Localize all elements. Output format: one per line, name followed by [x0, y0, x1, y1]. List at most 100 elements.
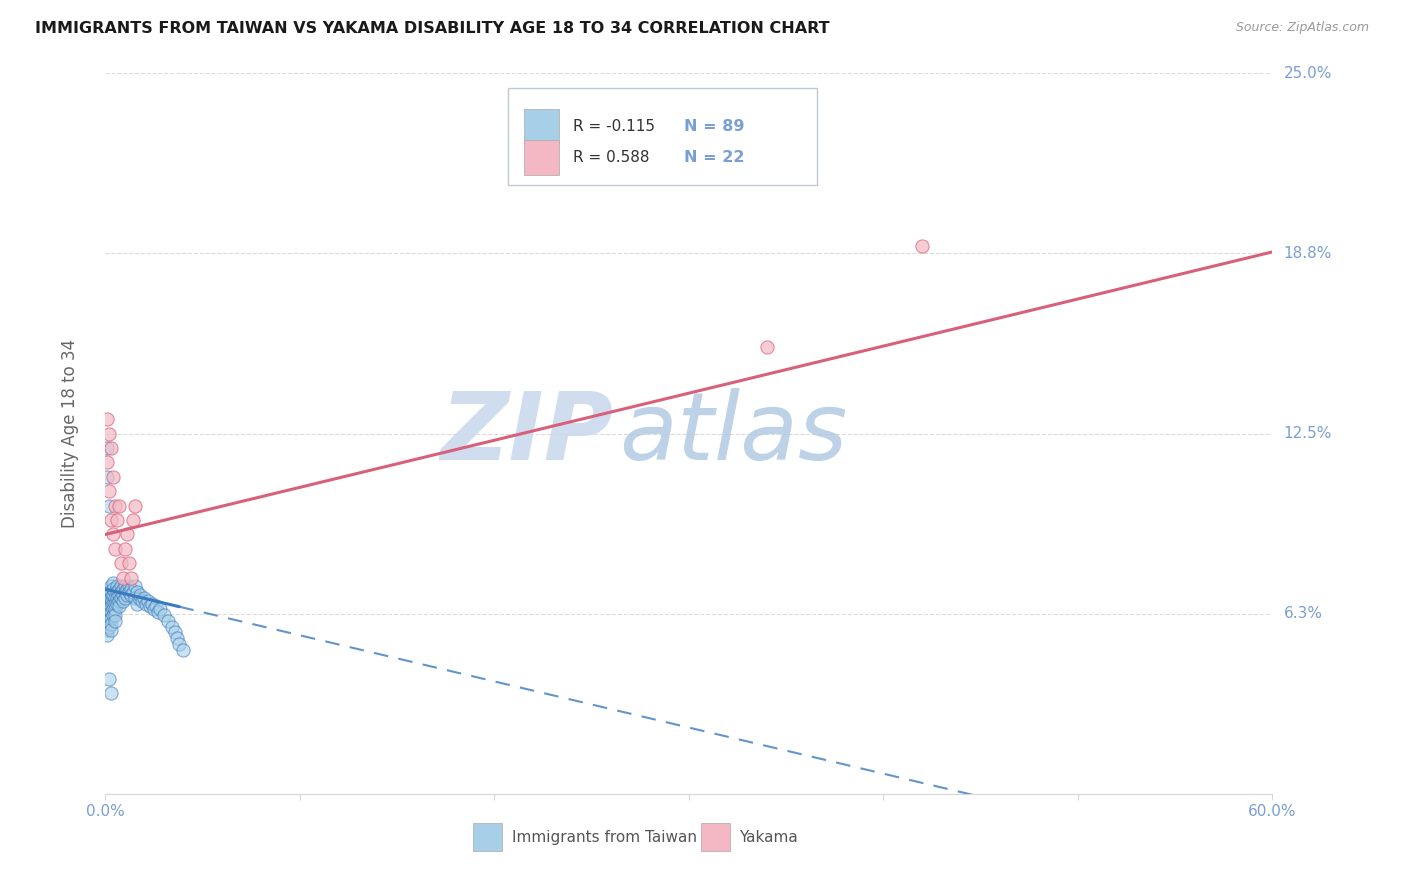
- Point: [96, 441, 118, 455]
- Point: [156, 614, 179, 628]
- Point: [115, 582, 138, 597]
- Point: [104, 591, 127, 605]
- Point: [108, 599, 131, 614]
- Point: [98, 614, 121, 628]
- Point: [911, 239, 934, 253]
- Y-axis label: Disability Age 18 to 34: Disability Age 18 to 34: [60, 339, 79, 528]
- Point: [98, 597, 121, 611]
- Point: [103, 588, 125, 602]
- Point: [118, 585, 141, 599]
- Point: [98, 591, 121, 605]
- Point: [96, 412, 118, 426]
- Point: [96, 616, 118, 631]
- Point: [125, 597, 148, 611]
- Point: [105, 579, 128, 593]
- Point: [108, 499, 131, 513]
- Point: [96, 605, 118, 619]
- Point: [100, 579, 122, 593]
- Point: [111, 588, 134, 602]
- Point: [100, 623, 122, 637]
- Point: [104, 608, 127, 623]
- Point: [98, 484, 121, 499]
- Bar: [524, 140, 560, 175]
- Point: [149, 602, 172, 616]
- Point: [108, 588, 131, 602]
- Point: [105, 597, 128, 611]
- Point: [105, 591, 128, 605]
- Point: [100, 599, 122, 614]
- Point: [115, 527, 138, 541]
- Bar: [524, 109, 560, 144]
- Text: R = -0.115: R = -0.115: [574, 119, 671, 134]
- Point: [135, 597, 157, 611]
- Text: N = 89: N = 89: [685, 119, 745, 134]
- Point: [98, 585, 121, 599]
- Point: [108, 582, 131, 597]
- Point: [100, 441, 122, 455]
- Point: [114, 591, 136, 605]
- Text: 25.0%: 25.0%: [1284, 66, 1331, 80]
- Point: [165, 625, 187, 640]
- Point: [124, 591, 146, 605]
- Point: [98, 602, 121, 616]
- Point: [121, 513, 143, 527]
- Point: [129, 588, 152, 602]
- Point: [139, 599, 162, 614]
- Point: [100, 611, 122, 625]
- Point: [169, 637, 191, 651]
- Point: [108, 593, 131, 607]
- Text: N = 22: N = 22: [685, 150, 745, 165]
- Text: R = 0.588: R = 0.588: [574, 150, 665, 165]
- Point: [104, 585, 127, 599]
- Point: [96, 611, 118, 625]
- Point: [103, 527, 125, 541]
- Point: [96, 588, 118, 602]
- Point: [110, 585, 132, 599]
- Point: [104, 499, 127, 513]
- Point: [98, 672, 121, 686]
- Point: [103, 576, 125, 591]
- Point: [105, 513, 128, 527]
- Point: [114, 585, 136, 599]
- Point: [96, 599, 118, 614]
- Point: [110, 556, 132, 570]
- Point: [125, 585, 148, 599]
- Text: atlas: atlas: [619, 388, 848, 479]
- Point: [121, 585, 143, 599]
- Point: [96, 593, 118, 607]
- Point: [100, 686, 122, 700]
- Point: [98, 426, 121, 441]
- Point: [104, 602, 127, 616]
- Text: Source: ZipAtlas.com: Source: ZipAtlas.com: [1236, 21, 1369, 34]
- Point: [131, 593, 153, 607]
- Point: [103, 608, 125, 623]
- Point: [115, 588, 138, 602]
- Point: [118, 579, 141, 593]
- Text: 18.8%: 18.8%: [1284, 246, 1331, 260]
- Point: [105, 585, 128, 599]
- Point: [100, 513, 122, 527]
- Point: [141, 597, 163, 611]
- Point: [96, 623, 118, 637]
- Point: [166, 631, 188, 645]
- Point: [124, 579, 146, 593]
- Point: [124, 499, 146, 513]
- Point: [128, 591, 150, 605]
- Point: [111, 593, 134, 607]
- Point: [98, 499, 121, 513]
- Point: [755, 340, 778, 354]
- Text: IMMIGRANTS FROM TAIWAN VS YAKAMA DISABILITY AGE 18 TO 34 CORRELATION CHART: IMMIGRANTS FROM TAIWAN VS YAKAMA DISABIL…: [35, 21, 830, 36]
- Point: [100, 593, 122, 607]
- Point: [145, 599, 167, 614]
- Point: [120, 582, 142, 597]
- Point: [96, 469, 118, 483]
- Bar: [472, 823, 502, 851]
- Point: [98, 608, 121, 623]
- Point: [103, 469, 125, 483]
- Text: 12.5%: 12.5%: [1284, 426, 1331, 441]
- Text: Immigrants from Taiwan: Immigrants from Taiwan: [512, 830, 696, 845]
- FancyBboxPatch shape: [508, 87, 817, 185]
- Point: [136, 593, 159, 607]
- Text: 6.3%: 6.3%: [1284, 607, 1323, 621]
- Point: [110, 591, 132, 605]
